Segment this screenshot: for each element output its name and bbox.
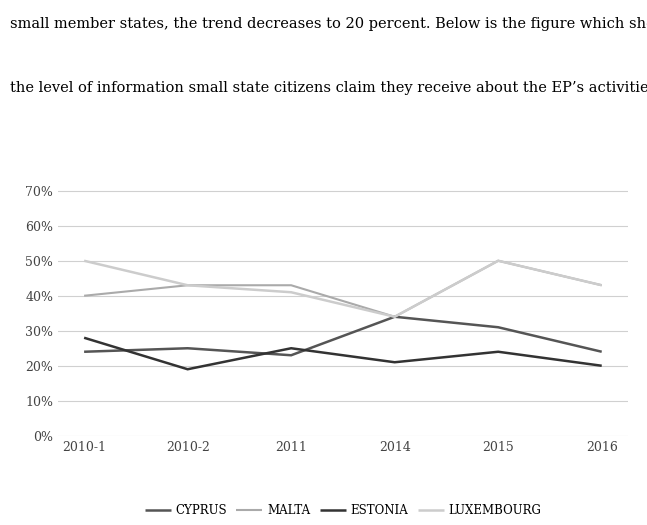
CYPRUS xyxy=(598,349,606,355)
ESTONIA xyxy=(80,334,88,341)
CYPRUS xyxy=(184,345,192,351)
CYPRUS xyxy=(287,352,295,359)
MALTA xyxy=(391,313,399,320)
ESTONIA xyxy=(287,345,295,351)
Line: ESTONIA: ESTONIA xyxy=(84,338,602,369)
MALTA xyxy=(494,258,502,264)
Line: CYPRUS: CYPRUS xyxy=(84,317,602,355)
CYPRUS xyxy=(80,349,88,355)
LUXEMBOURG xyxy=(287,289,295,296)
MALTA xyxy=(80,292,88,299)
LUXEMBOURG xyxy=(391,313,399,320)
LUXEMBOURG xyxy=(598,282,606,288)
Text: the level of information small state citizens claim they receive about the EP’s : the level of information small state cit… xyxy=(10,81,647,94)
LUXEMBOURG xyxy=(80,258,88,264)
ESTONIA xyxy=(598,363,606,369)
MALTA xyxy=(287,282,295,288)
Line: MALTA: MALTA xyxy=(84,261,602,317)
CYPRUS xyxy=(494,324,502,330)
ESTONIA xyxy=(391,359,399,365)
LUXEMBOURG xyxy=(494,258,502,264)
ESTONIA xyxy=(184,366,192,372)
Text: small member states, the trend decreases to 20 percent. Below is the figure whic: small member states, the trend decreases… xyxy=(10,17,647,31)
Legend: CYPRUS, MALTA, ESTONIA, LUXEMBOURG: CYPRUS, MALTA, ESTONIA, LUXEMBOURG xyxy=(140,499,546,522)
MALTA xyxy=(184,282,192,288)
ESTONIA xyxy=(494,349,502,355)
LUXEMBOURG xyxy=(184,282,192,288)
Line: LUXEMBOURG: LUXEMBOURG xyxy=(84,261,602,317)
CYPRUS xyxy=(391,313,399,320)
MALTA xyxy=(598,282,606,288)
